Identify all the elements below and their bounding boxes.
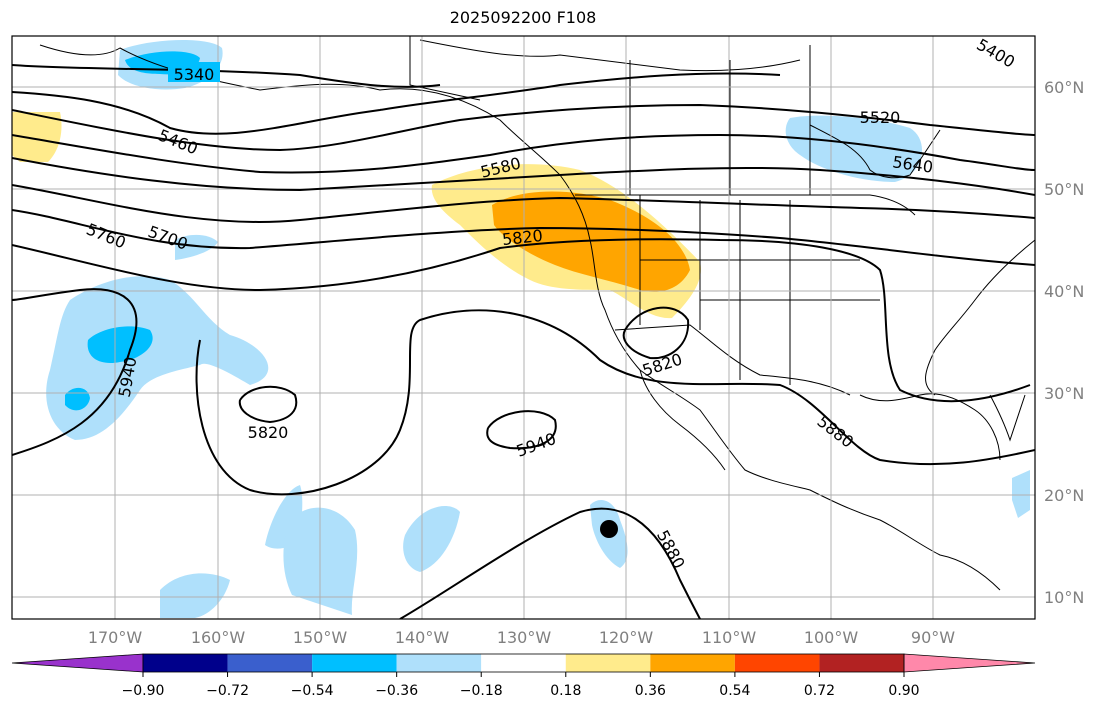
contour-5880-south: [399, 507, 701, 619]
colorbar-swatch: [650, 654, 735, 672]
contour-label: 5820: [248, 423, 289, 442]
contour-label-group: 5340 5400 5460 5520 5580 5640 5700 5760 …: [84, 35, 1019, 572]
colorbar-tick-label: 0.54: [719, 683, 750, 699]
fill-blue-caribbean: [1012, 470, 1030, 518]
contour-5820-ring: [238, 385, 298, 424]
colorbar-swatch: [481, 654, 566, 672]
contour-5520: [12, 103, 1035, 152]
map-frame: [11, 35, 1036, 620]
coast-baja: [639, 369, 726, 471]
border-us-canada: [575, 194, 916, 216]
fill-yellow-left: [12, 112, 62, 162]
lat-label-30n: 30°N: [1044, 384, 1084, 403]
contour-5940: [486, 410, 557, 450]
fill-blue-small: [175, 234, 218, 260]
contour-label: 5520: [860, 108, 901, 127]
coastlines: [39, 36, 1035, 591]
coast-east: [925, 239, 1035, 396]
fill-blue-pacific: [46, 276, 269, 440]
colorbar-extend-high: [903, 653, 1036, 673]
lat-label-40n: 40°N: [1044, 282, 1084, 301]
lat-label-50n: 50°N: [1044, 180, 1084, 199]
coast-gulf: [859, 393, 1001, 461]
lon-label-140w: 140°W: [395, 628, 450, 647]
colorbar-swatch: [227, 654, 313, 672]
coast-west-us: [589, 239, 1001, 591]
contour-label: 5880: [653, 527, 689, 572]
lon-label-160w: 160°W: [191, 628, 246, 647]
contour-5400-a: [12, 64, 441, 88]
contour-5700: [12, 184, 1035, 223]
colorbar-swatch: [143, 654, 228, 672]
contour-label: 5820: [501, 226, 543, 249]
coast-alaska: [39, 44, 591, 241]
contour-label: 5400: [973, 35, 1018, 72]
map-title: 2025092200 F108: [449, 8, 597, 27]
contour-5460: [12, 72, 781, 135]
colorbar: −0.90 −0.72 −0.54 −0.36 −0.18 0.18 0.36 0.54 0.7…: [11, 653, 1036, 699]
contour-label: 5880: [813, 412, 857, 452]
colorbar-outline: [142, 653, 905, 673]
colorbar-swatch: [565, 654, 651, 672]
colorbar-tick-label: 0.36: [635, 683, 666, 699]
fill-cyan-pacific-1: [87, 326, 153, 364]
lon-label-90w: 90°W: [911, 628, 955, 647]
contour-label: 5700: [146, 222, 191, 254]
lat-label-10n: 10°N: [1044, 588, 1084, 607]
contour-label: 5940: [514, 429, 559, 461]
coast-arctic: [419, 39, 801, 72]
contour-5640: [12, 157, 1035, 196]
border-us-mexico: [614, 324, 851, 396]
contour-label: 5760: [84, 219, 129, 252]
contour-5880-main: [12, 288, 1035, 496]
colorbar-swatch: [312, 654, 397, 672]
colorbar-swatch: [819, 654, 904, 672]
colorbar-tick-label: −0.54: [291, 683, 334, 699]
colorbar-tick-label: −0.36: [375, 683, 418, 699]
lat-label-20n: 20°N: [1044, 486, 1084, 505]
colorbar-tick-label: 0.18: [550, 683, 581, 699]
colorbar-tick-label: −0.18: [460, 683, 503, 699]
colorbar-tick-label: −0.90: [122, 683, 165, 699]
border-alaska-canada: [409, 36, 481, 101]
longitude-labels: 170°W 160°W 150°W 140°W 130°W 120°W 110°…: [88, 628, 955, 647]
contour-5580: [12, 133, 1035, 174]
colorbar-tick-label: 0.90: [888, 683, 919, 699]
height-contours: [12, 64, 1035, 619]
colorbar-tick-label: −0.72: [206, 683, 249, 699]
contour-5820-main: [12, 238, 1031, 403]
lon-label-170w: 170°W: [88, 628, 143, 647]
contour-5760: [12, 209, 1035, 266]
contour-5820-socal: [622, 306, 690, 360]
fill-blue-hawaii-3: [160, 573, 230, 618]
lon-label-150w: 150°W: [293, 628, 348, 647]
latitude-labels: 60°N 50°N 40°N 30°N 20°N 10°N: [1044, 78, 1084, 607]
lon-label-100w: 100°W: [804, 628, 859, 647]
fill-blue-hawaii-4: [403, 505, 460, 572]
colorbar-tick-label: 0.72: [804, 683, 835, 699]
colorbar-swatch: [396, 654, 482, 672]
contour-label: 5820: [640, 349, 685, 380]
colorbar-extend-low: [11, 653, 144, 673]
lon-label-110w: 110°W: [702, 628, 757, 647]
storm-marker: [600, 520, 618, 538]
coast-florida: [989, 394, 1026, 442]
contour-label: 5340: [174, 65, 215, 84]
colorbar-swatch: [734, 654, 820, 672]
lat-label-60n: 60°N: [1044, 78, 1084, 97]
lon-label-120w: 120°W: [599, 628, 654, 647]
lon-label-130w: 130°W: [497, 628, 552, 647]
fill-blue-hudson: [785, 115, 922, 182]
